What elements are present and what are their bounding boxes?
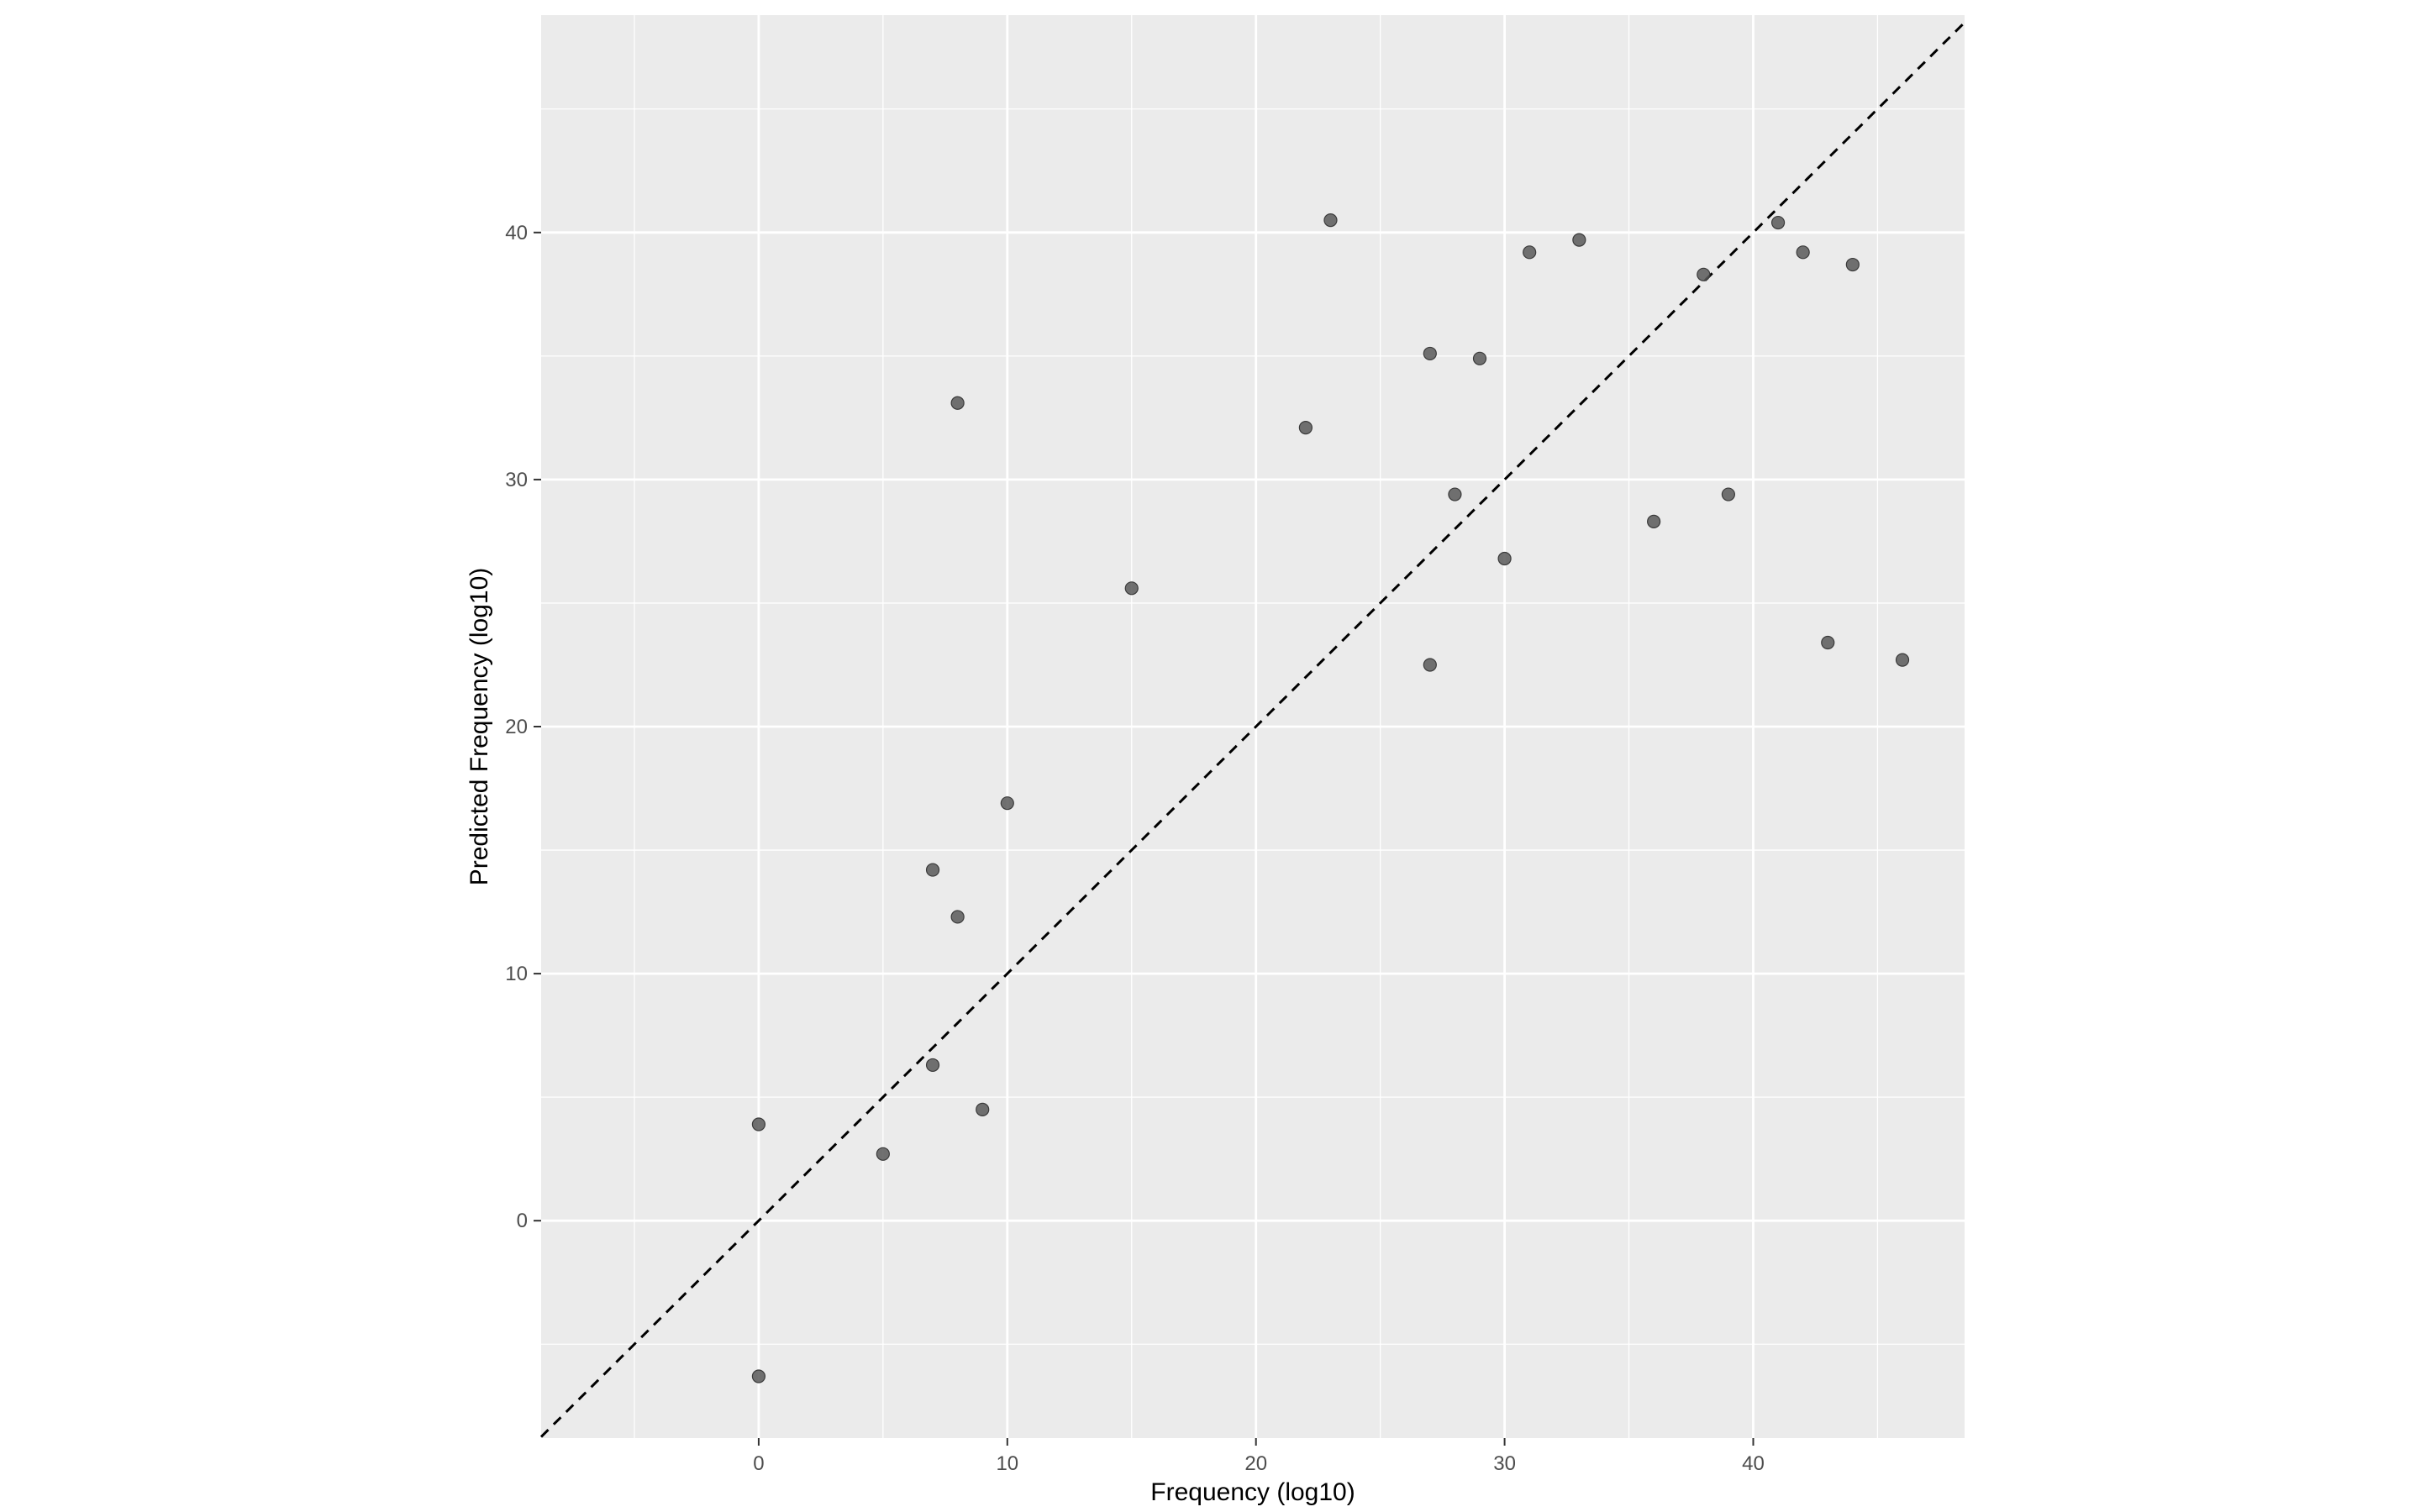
data-point — [1423, 346, 1437, 361]
data-point — [1298, 421, 1313, 435]
x-tick-label: 0 — [753, 1452, 764, 1475]
data-point — [1448, 487, 1462, 501]
data-point — [1821, 635, 1835, 650]
y-tick-label: 10 — [505, 963, 528, 985]
data-point — [1770, 215, 1786, 230]
x-axis-ticks: 0 10 20 30 40 — [753, 1438, 1765, 1475]
data-point — [950, 396, 965, 410]
x-axis-title: Frequency (log10) — [1150, 1478, 1355, 1506]
data-point — [1523, 245, 1537, 260]
data-point — [1472, 351, 1487, 365]
data-point — [925, 1058, 940, 1073]
y-tick-label: 20 — [505, 716, 528, 738]
x-tick-label: 10 — [996, 1452, 1018, 1475]
y-axis-ticks: 0 10 20 30 40 — [505, 222, 541, 1232]
data-point — [876, 1147, 890, 1161]
x-tick-label: 30 — [1493, 1452, 1516, 1475]
data-point — [1323, 213, 1338, 228]
y-tick-label: 40 — [505, 222, 528, 244]
data-point — [1721, 487, 1735, 501]
x-tick-label: 40 — [1742, 1452, 1765, 1475]
data-point — [751, 1117, 766, 1131]
y-tick-label: 30 — [505, 469, 528, 491]
data-point — [1124, 581, 1139, 596]
x-tick-label: 20 — [1244, 1452, 1267, 1475]
data-point — [1000, 796, 1014, 811]
data-point — [1796, 245, 1810, 260]
data-point — [1697, 267, 1711, 281]
data-point — [925, 863, 940, 877]
data-point — [751, 1369, 766, 1383]
data-point — [1647, 514, 1661, 528]
data-point — [1572, 233, 1586, 247]
data-point — [950, 910, 965, 924]
y-tick-label: 0 — [517, 1210, 528, 1232]
data-point — [976, 1102, 990, 1116]
data-point — [1845, 257, 1860, 272]
data-points — [751, 213, 1910, 1383]
data-point — [1895, 653, 1910, 667]
y-axis-title: Predicted Frequency (log10) — [466, 568, 493, 886]
data-point — [1423, 658, 1437, 672]
data-point — [1497, 551, 1512, 566]
